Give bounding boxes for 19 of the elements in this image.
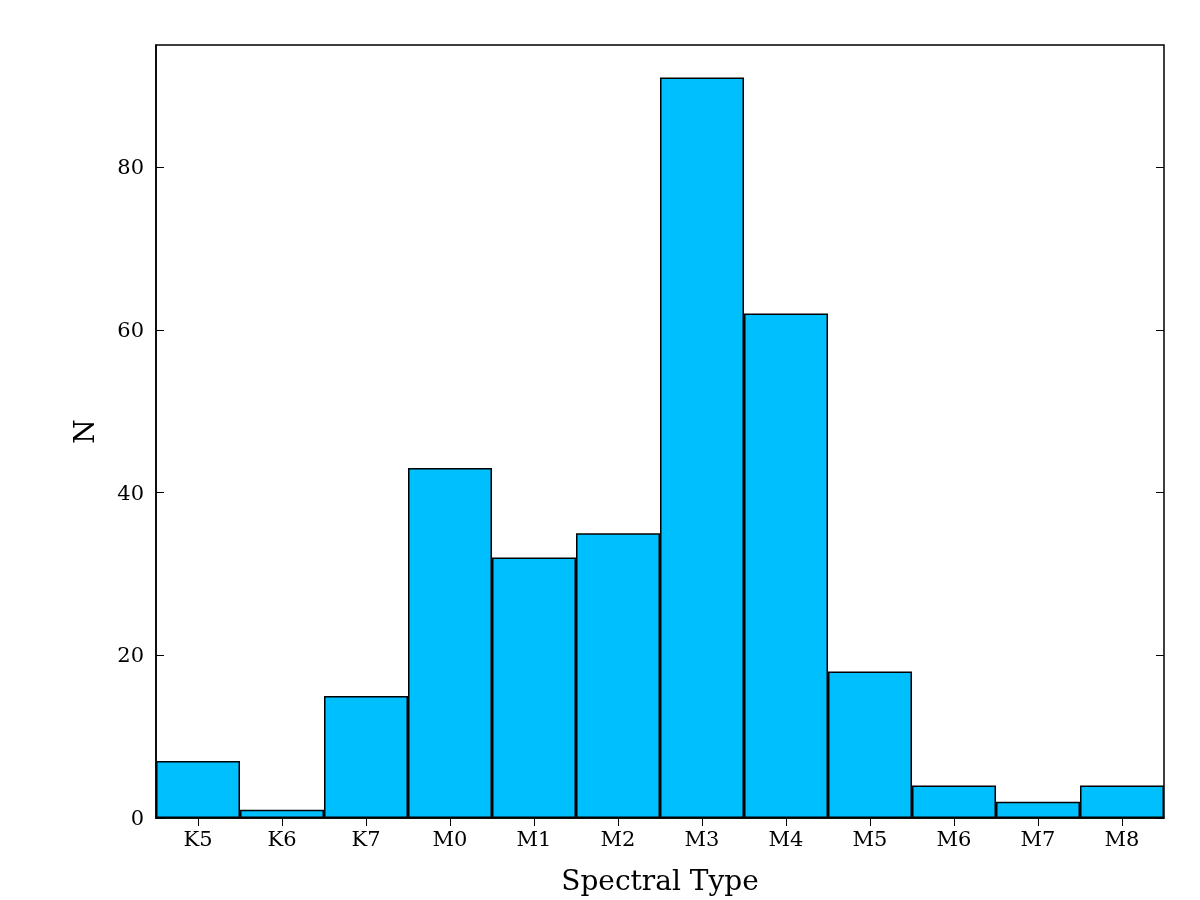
x-tick-label: M8 bbox=[1104, 826, 1140, 851]
y-tick-label: 40 bbox=[117, 480, 144, 505]
x-tick-label: M2 bbox=[600, 826, 636, 851]
x-tick-label: M5 bbox=[852, 826, 888, 851]
x-tick-label: K7 bbox=[351, 826, 381, 851]
y-tick-label: 20 bbox=[117, 643, 144, 668]
x-tick-label: M1 bbox=[516, 826, 552, 851]
x-tick-label: M6 bbox=[936, 826, 972, 851]
x-tick-label: M3 bbox=[684, 826, 720, 851]
y-tick-label: 60 bbox=[117, 317, 144, 342]
x-tick-label: K6 bbox=[267, 826, 297, 851]
x-tick-label: M0 bbox=[432, 826, 468, 851]
y-axis-title: N bbox=[67, 419, 101, 444]
x-tick-label: M4 bbox=[768, 826, 804, 851]
x-tick-label: K5 bbox=[183, 826, 213, 851]
x-axis-title: Spectral Type bbox=[561, 863, 759, 897]
x-tick-label: M7 bbox=[1020, 826, 1056, 851]
y-tick-label: 80 bbox=[117, 155, 144, 180]
y-tick-label: 0 bbox=[130, 806, 144, 830]
